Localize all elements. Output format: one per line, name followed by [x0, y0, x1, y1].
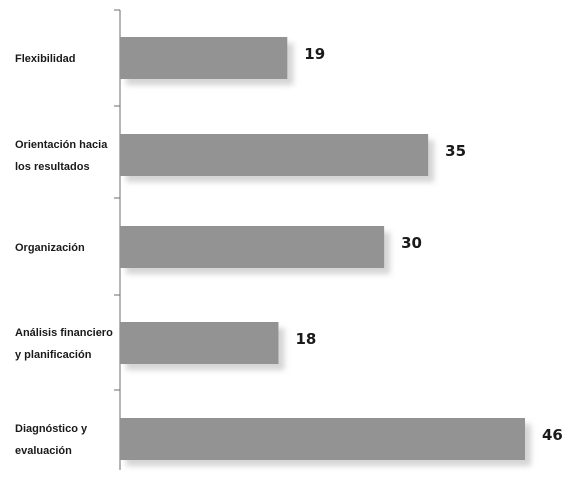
bar [120, 418, 525, 460]
bar [120, 37, 288, 79]
axis-layer [114, 9, 121, 470]
data-label: 18 [295, 330, 316, 348]
category-label: Diagnóstico y [15, 423, 88, 435]
bar-layer [120, 37, 525, 460]
category-label: Análisis financiero [15, 327, 113, 339]
category-label: Orientación hacia [15, 139, 108, 151]
category-label: Organización [15, 242, 85, 254]
category-label: y planificación [15, 349, 92, 361]
category-label: los resultados [15, 161, 90, 173]
data-label: 35 [445, 142, 466, 160]
bar [120, 226, 385, 268]
bar [120, 134, 429, 176]
category-label: Flexibilidad [15, 53, 76, 65]
data-label: 19 [304, 45, 325, 63]
data-label: 30 [401, 234, 422, 252]
data-label: 46 [542, 426, 563, 444]
bar [120, 322, 279, 364]
category-label: evaluación [15, 445, 72, 457]
label-layer: 19 Flexibilidad 35 Orientación hacia los res… [15, 45, 563, 457]
